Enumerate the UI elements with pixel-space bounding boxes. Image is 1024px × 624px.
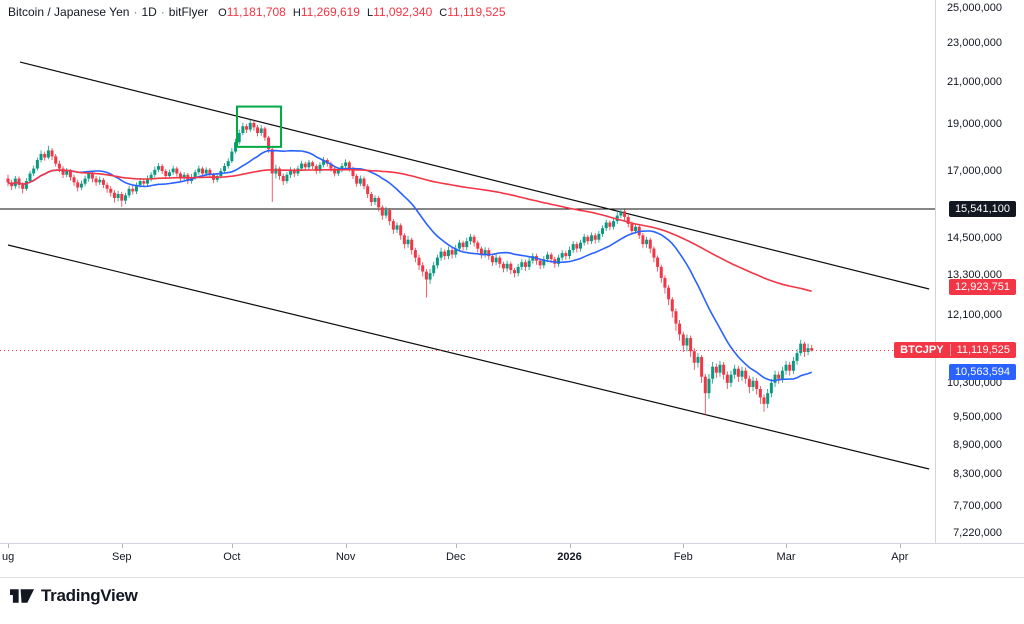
price-axis-label: 7,220,000 <box>953 527 1002 539</box>
time-axis-label: ug <box>2 551 15 563</box>
candles-layer <box>6 119 814 415</box>
chart-legend: Bitcoin / Japanese Yen · 1D · bitFlyer O… <box>8 5 513 19</box>
time-axis-label: Sep <box>111 551 132 563</box>
trendline-upper[interactable] <box>19 61 930 290</box>
time-axis-tick <box>899 544 901 548</box>
footer-separator <box>0 577 1024 578</box>
price-axis[interactable]: 25,000,000 23,000,000 21,000,000 19,000,000… <box>935 0 1024 543</box>
trendline-lower[interactable] <box>7 244 930 470</box>
time-axis-label: 2026 <box>557 551 582 563</box>
symbol-title[interactable]: Bitcoin / Japanese Yen <box>8 5 130 19</box>
time-axis-tick <box>121 544 123 548</box>
price-axis-label: 23,000,000 <box>946 37 1002 50</box>
time-axis-label: Feb <box>673 551 693 563</box>
time-axis-tick <box>231 544 233 548</box>
tradingview-logo-icon <box>10 589 35 603</box>
price-pane[interactable]: Bitcoin / Japanese Yen · 1D · bitFlyer O… <box>0 0 935 543</box>
legend-separator: · <box>160 5 165 19</box>
price-axis-label: 17,000,000 <box>946 165 1002 178</box>
chart-canvas[interactable] <box>0 0 935 543</box>
ohlc-close: C11,119,525 <box>439 5 506 19</box>
time-axis-label: Nov <box>335 551 356 563</box>
price-axis-label: 14,500,000 <box>946 232 1002 245</box>
price-axis-label: 21,000,000 <box>946 75 1002 88</box>
exchange-label[interactable]: bitFlyer <box>168 5 209 19</box>
price-axis-label: 8,300,000 <box>953 468 1002 481</box>
price-axis-label: 9,500,000 <box>953 410 1002 423</box>
time-axis-label: Apr <box>891 551 909 563</box>
price-axis-label: 19,000,000 <box>946 118 1002 130</box>
price-axis-label: 13,300,000 <box>946 268 1002 281</box>
time-axis-tick <box>455 544 457 548</box>
time-axis-tick <box>8 544 9 548</box>
ohlc-values: O11,181,708 H11,269,619 L11,092,340 C11,… <box>218 5 512 19</box>
price-axis-label: 8,900,000 <box>953 438 1002 451</box>
time-axis-label: Oct <box>223 551 241 563</box>
time-axis-tick <box>569 544 571 548</box>
ma-line-20 <box>7 149 812 382</box>
price-axis-label: 7,700,000 <box>953 499 1002 512</box>
legend-separator: · <box>133 5 138 19</box>
ohlc-high: H11,269,619 <box>292 5 360 19</box>
highlight-box[interactable] <box>236 105 283 148</box>
price-axis-label: 10,300,000 <box>946 376 1002 389</box>
price-axis-label: 25,000,000 <box>946 2 1002 14</box>
ohlc-low: L11,092,340 <box>366 5 433 19</box>
interval-label[interactable]: 1D <box>141 5 157 19</box>
axis-corner <box>935 543 1024 570</box>
time-axis-label: Mar <box>776 551 796 563</box>
time-axis[interactable]: ug Sep Oct Nov Dec 2026 Feb Mar Apr <box>0 543 935 570</box>
time-axis-tick <box>683 544 685 548</box>
time-axis-tick <box>786 544 788 548</box>
price-axis-label: 12,100,000 <box>946 308 1002 321</box>
time-axis-label: Dec <box>445 551 466 563</box>
tradingview-logo[interactable]: TradingView <box>10 585 138 607</box>
time-axis-tick <box>345 544 347 548</box>
ma-line-100 <box>7 168 812 292</box>
tradingview-logo-text: TradingView <box>41 586 138 605</box>
ohlc-open: O11,181,708 <box>218 5 286 19</box>
